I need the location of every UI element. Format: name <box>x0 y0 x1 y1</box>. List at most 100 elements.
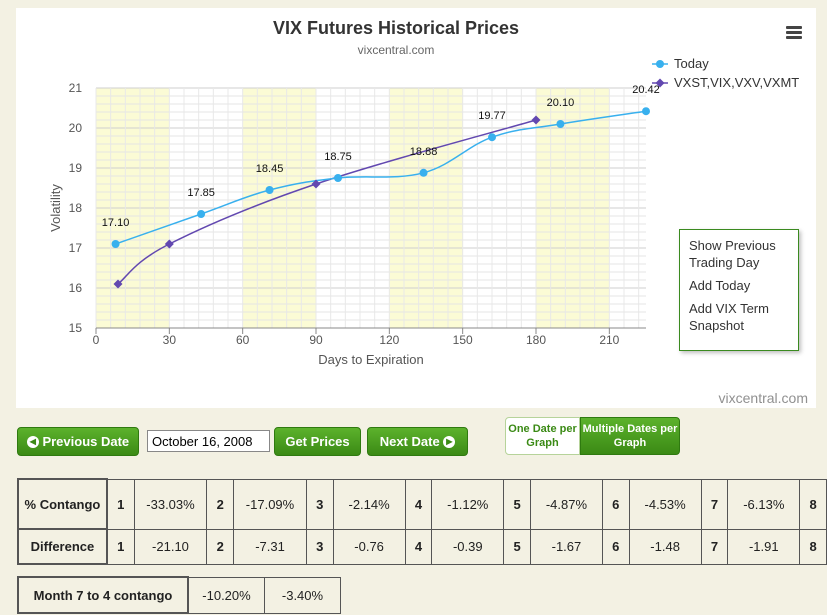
contango-table: % Contango 1 -33.03% 2 -17.09% 3 -2.14% … <box>17 478 827 565</box>
next-date-button[interactable]: Next Date ▶ <box>367 427 468 456</box>
data-label: 17.10 <box>102 217 130 229</box>
data-label: 19.77 <box>478 110 506 122</box>
data-point-today <box>488 133 496 142</box>
previous-date-label: Previous Date <box>42 434 130 449</box>
month-number: 1 <box>106 478 135 530</box>
chart-title: VIX Futures Historical Prices <box>273 18 519 38</box>
legend-entry[interactable]: Today <box>674 56 709 71</box>
data-point-vix-term <box>531 115 541 125</box>
chart-context-menu: Show Previous Trading Day Add Today Add … <box>679 229 799 351</box>
month-number: 7 <box>700 478 729 530</box>
contango-value: -6.13% <box>727 478 801 530</box>
contango-value: -1.12% <box>431 478 505 530</box>
x-tick-label: 210 <box>599 333 619 347</box>
difference-value: -1.91 <box>727 528 801 565</box>
data-label: 17.85 <box>187 187 215 199</box>
legend-marker <box>656 60 664 68</box>
y-tick-label: 15 <box>69 321 83 335</box>
x-tick-label: 150 <box>453 333 473 347</box>
arrow-left-icon: ◀ <box>26 435 39 448</box>
x-axis-label: Days to Expiration <box>318 352 424 367</box>
contango-value: -4.87% <box>529 478 603 530</box>
month-contango-label: Month 7 to 4 contango <box>17 576 189 614</box>
month-number: 1 <box>106 528 135 565</box>
month-number: 5 <box>503 528 531 565</box>
y-tick-label: 17 <box>69 241 83 255</box>
get-prices-button[interactable]: Get Prices <box>274 427 361 456</box>
data-label: 20.42 <box>632 84 660 96</box>
month-number: 8 <box>799 528 827 565</box>
contango-row: % Contango 1 -33.03% 2 -17.09% 3 -2.14% … <box>17 478 827 530</box>
data-point-today <box>419 168 428 177</box>
next-date-label: Next Date <box>379 434 440 449</box>
x-tick-label: 60 <box>236 333 250 347</box>
row-label-difference: Difference <box>17 528 108 565</box>
month-number: 8 <box>799 478 827 530</box>
previous-date-button[interactable]: ◀ Previous Date <box>17 427 139 456</box>
data-label: 18.75 <box>324 151 352 163</box>
difference-value: -7.31 <box>233 528 307 565</box>
y-tick-label: 20 <box>69 121 83 135</box>
difference-value: -1.48 <box>628 528 702 565</box>
month-number: 5 <box>503 478 531 530</box>
data-point-today <box>556 120 565 128</box>
chart-panel: 0 30 60 90 120 150 180 210 15 16 17 18 19 20 21 VIX Fut… <box>16 8 816 408</box>
month-number: 2 <box>206 478 235 530</box>
month-number: 4 <box>404 528 433 565</box>
x-tick-label: 90 <box>309 333 323 347</box>
menu-item-show-previous[interactable]: Show Previous Trading Day <box>689 238 776 270</box>
x-tick-label: 180 <box>526 333 546 347</box>
one-date-toggle[interactable]: One Date per Graph <box>505 417 580 455</box>
month-number: 6 <box>601 478 630 530</box>
contango-value: -2.14% <box>332 478 406 530</box>
month-contango-row: Month 7 to 4 contango -10.20% -3.40% <box>17 576 341 614</box>
month-number: 2 <box>206 528 235 565</box>
data-label: 18.88 <box>410 146 438 158</box>
month-contango-value: -10.20% <box>187 576 265 614</box>
chart-credit[interactable]: vixcentral.com <box>718 390 808 406</box>
data-point-today <box>197 210 206 218</box>
menu-item-add-vix-term[interactable]: Add VIX Term Snapshot <box>689 301 769 333</box>
hamburger-menu-icon[interactable] <box>786 26 802 40</box>
data-point-vix-term <box>311 179 321 189</box>
y-axis-label: Volatility <box>48 184 63 232</box>
legend-entry[interactable]: VXST,VIX,VXV,VXMT <box>674 75 799 90</box>
chart-subtitle: vixcentral.com <box>358 43 435 57</box>
vix-futures-chart: 0 30 60 90 120 150 180 210 15 16 17 18 19 20 21 VIX Fut… <box>48 18 799 367</box>
y-tick-label: 16 <box>69 281 83 295</box>
month-number: 6 <box>601 528 630 565</box>
menu-item-add-today[interactable]: Add Today <box>689 278 751 293</box>
contango-value: -17.09% <box>233 478 307 530</box>
y-tick-label: 18 <box>69 201 83 215</box>
month-number: 3 <box>305 528 334 565</box>
month-number: 7 <box>700 528 729 565</box>
x-tick-label: 120 <box>379 333 399 347</box>
difference-value: -0.76 <box>332 528 406 565</box>
contango-value: -4.53% <box>628 478 702 530</box>
row-label-contango: % Contango <box>17 478 108 530</box>
date-controls: ◀ Previous Date Get Prices Next Date ▶ O… <box>17 417 817 461</box>
y-tick-label: 19 <box>69 161 83 175</box>
x-tick-label: 30 <box>163 333 177 347</box>
month-contango-table: Month 7 to 4 contango -10.20% -3.40% <box>17 576 341 614</box>
legend-marker <box>655 78 665 88</box>
data-point-vix-term <box>113 279 123 289</box>
difference-row: Difference 1 -21.10 2 -7.31 3 -0.76 4 -0… <box>17 528 827 565</box>
multiple-dates-toggle[interactable]: Multiple Dates per Graph <box>580 417 680 455</box>
data-point-vix-term <box>164 239 174 249</box>
x-tick-label: 0 <box>93 333 100 347</box>
month-number: 3 <box>305 478 334 530</box>
difference-value: -0.39 <box>431 528 505 565</box>
difference-value: -1.67 <box>529 528 603 565</box>
month-number: 4 <box>404 478 433 530</box>
arrow-right-icon: ▶ <box>443 435 456 448</box>
data-point-today <box>334 174 342 182</box>
data-label: 20.10 <box>547 97 575 109</box>
difference-value: -21.10 <box>133 528 208 565</box>
date-input[interactable] <box>147 430 270 452</box>
data-point-today <box>265 186 274 194</box>
month-contango-value: -3.40% <box>264 576 341 614</box>
data-label: 18.45 <box>256 163 284 175</box>
series-line-vix-term <box>117 119 537 285</box>
y-tick-label: 21 <box>69 81 83 95</box>
